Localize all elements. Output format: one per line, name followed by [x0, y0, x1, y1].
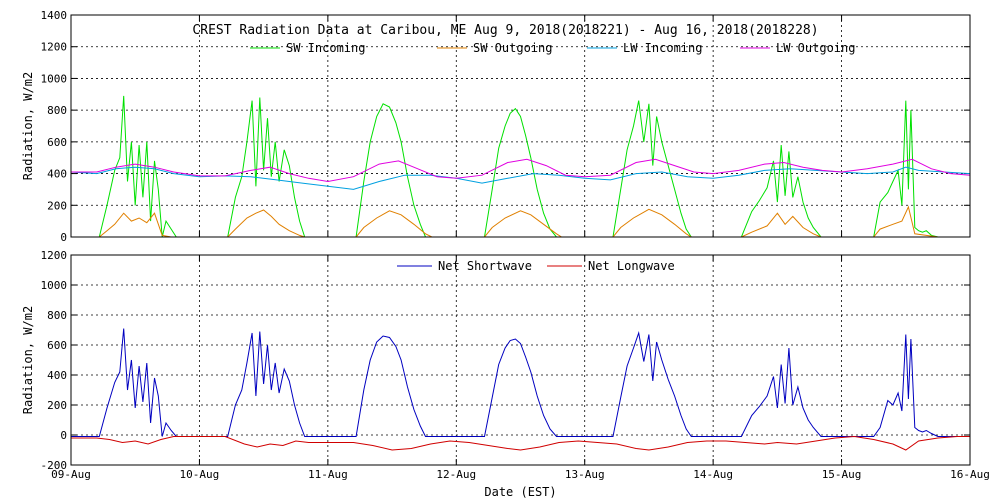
y-tick-label-0-2: 400	[47, 168, 67, 181]
x-tick-label-4: 13-Aug	[565, 468, 605, 481]
series-line-1-0	[71, 328, 970, 437]
y-tick-label-1-6: 1000	[41, 279, 68, 292]
y-tick-label-0-7: 1400	[41, 9, 68, 22]
x-tick-label-0: 09-Aug	[51, 468, 91, 481]
plot-frame-1	[70, 254, 971, 466]
x-tick-label-2: 11-Aug	[308, 468, 348, 481]
y-tick-label-1-7: 1200	[41, 249, 68, 262]
y-tick-label-1-3: 400	[47, 369, 67, 382]
series-line-0-3	[71, 158, 971, 183]
series-line-0-0	[71, 95, 970, 238]
legend-label-1-0: Net Shortwave	[438, 259, 532, 273]
series-line-0-2	[70, 166, 971, 190]
x-tick-label-7: 16-Aug	[950, 468, 990, 481]
y-tick-label-0-4: 800	[47, 104, 67, 117]
x-tick-label-3: 12-Aug	[436, 468, 476, 481]
series-line-0-1	[71, 205, 970, 238]
series-line-1-1	[71, 435, 970, 451]
y-tick-label-0-5: 1000	[41, 72, 68, 85]
chart-title: CREST Radiation Data at Caribou, ME Aug …	[192, 23, 818, 38]
y-axis-label-1: Radiation, W/m2	[21, 306, 35, 414]
plot-frame-0	[70, 14, 971, 238]
legend-label-1-1: Net Longwave	[588, 259, 675, 273]
y-tick-label-1-4: 600	[47, 339, 67, 352]
legend-label-0-1: SW Outgoing	[473, 41, 552, 55]
y-tick-label-0-1: 200	[47, 199, 67, 212]
y-tick-label-0-0: 0	[60, 231, 67, 244]
y-tick-label-1-5: 800	[47, 309, 67, 322]
x-tick-label-5: 14-Aug	[693, 468, 733, 481]
y-tick-label-1-2: 200	[47, 399, 67, 412]
y-tick-label-0-3: 600	[47, 136, 67, 149]
y-tick-label-0-6: 1200	[41, 41, 68, 54]
y-axis-label-0: Radiation, W/m2	[21, 72, 35, 180]
legend-label-0-0: SW Incoming	[286, 41, 365, 55]
legend-label-0-3: LW Outgoing	[776, 41, 855, 55]
legend-label-0-2: LW Incoming	[623, 41, 702, 55]
x-tick-label-6: 15-Aug	[822, 468, 862, 481]
x-axis-label: Date (EST)	[484, 485, 556, 499]
y-tick-label-1-1: 0	[60, 429, 67, 442]
x-tick-label-1: 10-Aug	[180, 468, 220, 481]
y-tick-label-1-0: -200	[41, 459, 68, 472]
